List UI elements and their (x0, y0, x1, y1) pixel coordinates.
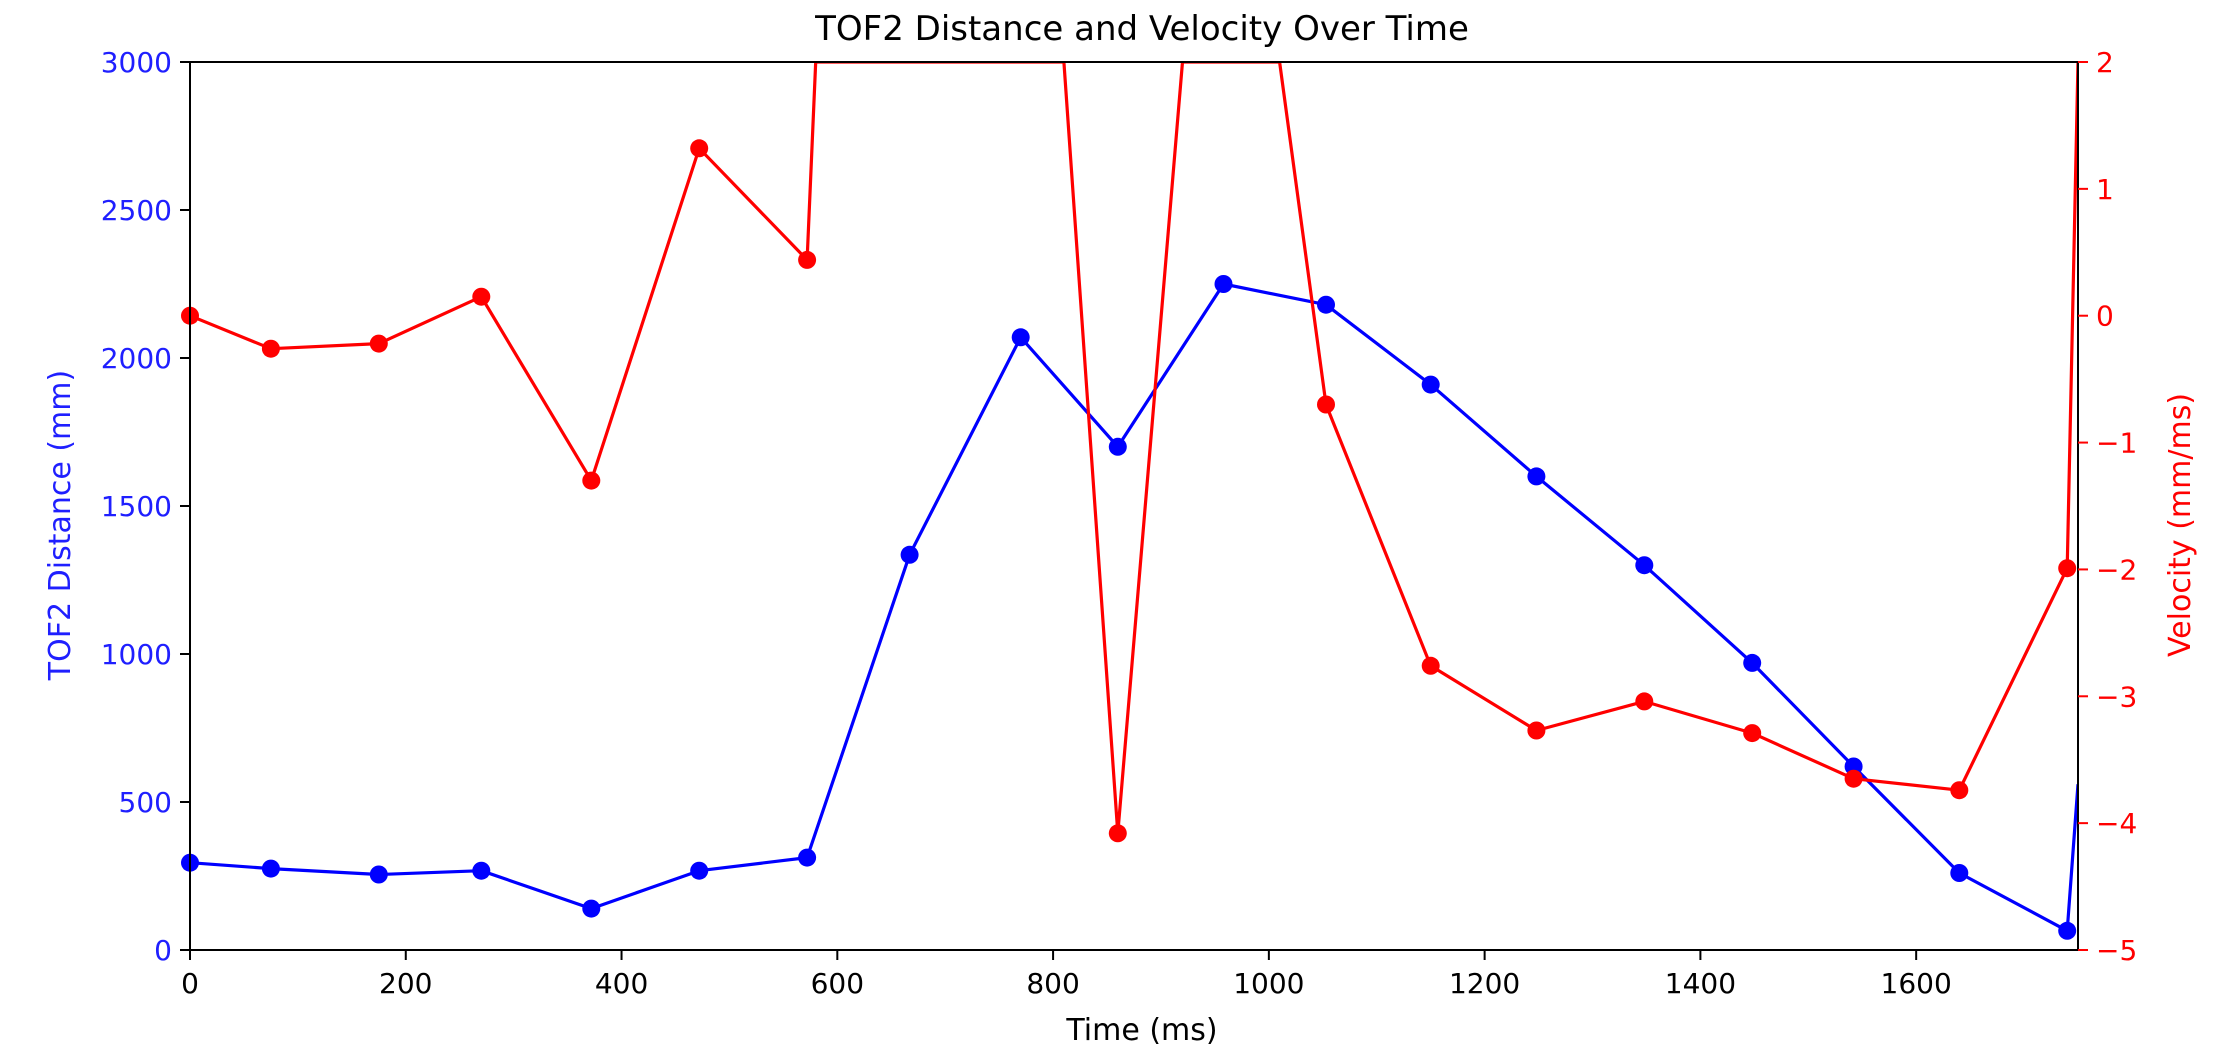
right-tick-label: 1 (2096, 173, 2114, 206)
velocity-point (472, 287, 491, 306)
velocity-point (1108, 824, 1127, 843)
right-tick-label: −4 (2096, 807, 2137, 840)
distance-point (798, 848, 817, 867)
velocity-series-line (190, 62, 2078, 835)
left-tick-label: 3000 (101, 46, 172, 79)
right-tick-label: 0 (2096, 300, 2114, 333)
velocity-point (261, 339, 280, 358)
left-tick-label: 1500 (101, 490, 172, 523)
plot-frame (189, 61, 2079, 951)
velocity-point (690, 139, 709, 158)
x-tick-label: 1200 (1449, 967, 1520, 1000)
velocity-point (1527, 721, 1546, 740)
velocity-point (1743, 724, 1762, 743)
x-tick-label: 400 (595, 967, 648, 1000)
x-axis-label: Time (ms) (1065, 1013, 1217, 1048)
distance-point (1527, 467, 1546, 486)
velocity-point (582, 471, 601, 490)
x-tick-label: 1600 (1881, 967, 1952, 1000)
velocity-point (1844, 769, 1863, 788)
distance-point (472, 861, 491, 880)
distance-point (900, 545, 919, 564)
distance-point (1421, 375, 1440, 394)
velocity-point (2058, 559, 2077, 578)
distance-point (2058, 921, 2077, 940)
distance-point (1011, 328, 1030, 347)
distance-point (261, 859, 280, 878)
velocity-point (1950, 781, 1969, 800)
distance-point (1317, 295, 1335, 314)
right-tick-label: −5 (2096, 934, 2137, 967)
distance-point (1214, 275, 1233, 293)
left-tick-label: 2500 (101, 194, 172, 227)
right-tick-label: −3 (2096, 680, 2137, 713)
right-tick-label: −1 (2096, 427, 2137, 460)
velocity-point (1421, 656, 1440, 675)
distance-series-line (190, 282, 2078, 933)
distance-point (690, 861, 709, 880)
left-tick-label: 500 (119, 786, 172, 819)
velocity-point (798, 250, 817, 269)
right-tick-label: 2 (2096, 46, 2114, 79)
right-tick-label: −2 (2096, 553, 2137, 586)
distance-point (1108, 437, 1127, 456)
velocity-point (1317, 395, 1335, 414)
velocity-point (1635, 692, 1654, 711)
chart-title: TOF2 Distance and Velocity Over Time (814, 9, 1469, 49)
distance-point (1635, 556, 1654, 575)
x-tick-label: 200 (379, 967, 432, 1000)
left-tick-label: 0 (154, 934, 172, 967)
distance-point (1950, 864, 1969, 882)
x-tick-label: 1000 (1233, 967, 1304, 1000)
velocity-point (369, 334, 388, 353)
left-tick-label: 1000 (101, 638, 172, 671)
left-tick-label: 2000 (101, 342, 172, 375)
right-axis-label: Velocity (mm/ms) (2163, 393, 2198, 657)
distance-point (369, 865, 388, 884)
x-tick-label: 600 (811, 967, 864, 1000)
x-tick-label: 1400 (1665, 967, 1736, 1000)
x-tick-label: 0 (181, 967, 199, 1000)
x-tick-label: 800 (1026, 967, 1079, 1000)
left-axis-label: TOF2 Distance (mm) (43, 370, 78, 681)
distance-point (1743, 653, 1762, 672)
distance-point (582, 899, 601, 918)
